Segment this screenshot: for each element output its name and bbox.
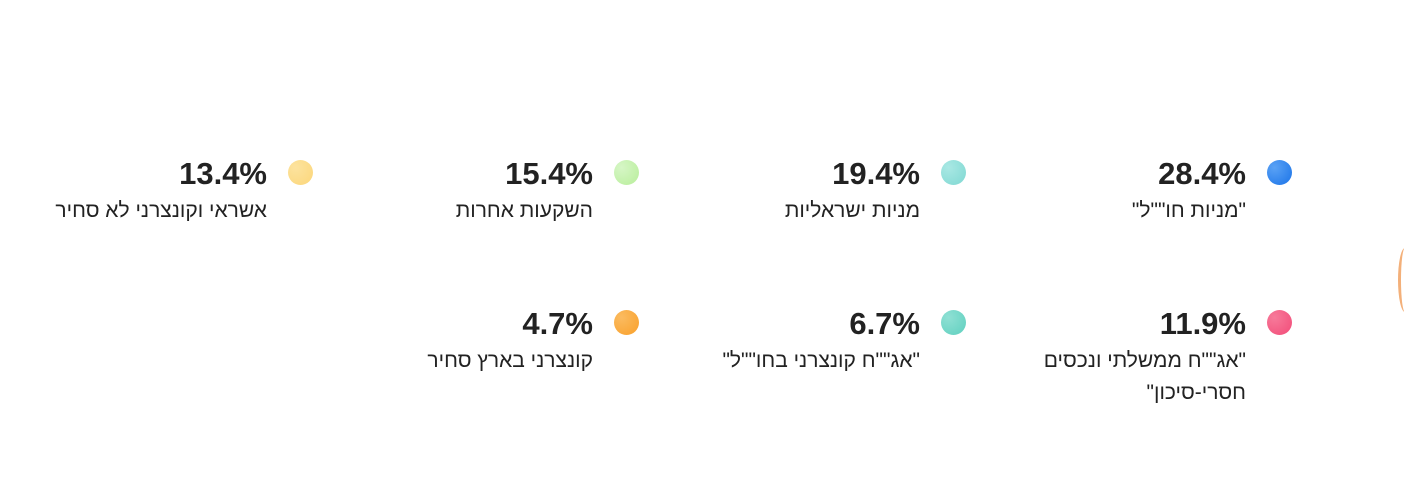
legend-item-gov-bonds: 11.9% "אג""ח ממשלתי ונכסים חסרי-סיכון"	[946, 150, 1292, 404]
legend-label: קונצרני בארץ סחיר	[427, 349, 593, 372]
legend-dot-israeli-stocks	[941, 160, 966, 185]
legend-item-foreign-stocks: 28.4% "מניות חו""ל"	[946, 0, 1292, 222]
legend-item-unlisted-credit: 13.4% אשראי וקונצרני לא סחיר	[0, 0, 313, 222]
legend-label: "אג""ח קונצרני בחו""ל"	[722, 349, 920, 372]
legend-dot-foreign-stocks	[1267, 160, 1292, 185]
legend-value: 28.4%	[1158, 156, 1246, 191]
legend-label: אשראי וקונצרני לא סחיר	[55, 199, 267, 222]
legend-label: "מניות חו""ל"	[1131, 199, 1246, 222]
legend-value: 15.4%	[505, 156, 593, 191]
legend-item-listed-local-corp: 4.7% קונצרני בארץ סחיר	[293, 150, 639, 372]
legend-dot-listed-local-corp	[614, 310, 639, 335]
legend-dot-gov-bonds	[1267, 310, 1292, 335]
legend-label: "אג""ח ממשלתי ונכסים חסרי-סיכון"	[1043, 349, 1246, 404]
legend-value: 11.9%	[1159, 306, 1246, 341]
legend-item-foreign-corp-bonds: 6.7% "אג""ח קונצרני בחו""ל"	[620, 150, 966, 372]
legend-dot-other-investments	[614, 160, 639, 185]
legend-value: 19.4%	[832, 156, 920, 191]
legend-item-other-investments: 15.4% השקעות אחרות	[293, 0, 639, 222]
legend-dot-unlisted-credit	[288, 160, 313, 185]
legend-label: השקעות אחרות	[455, 199, 593, 222]
legend-dot-foreign-corp-bonds	[941, 310, 966, 335]
legend-label: מניות ישראליות	[784, 199, 920, 222]
pie-chart-edge	[1398, 248, 1404, 312]
legend-item-israeli-stocks: 19.4% מניות ישראליות	[620, 0, 966, 222]
legend-value: 13.4%	[179, 156, 267, 191]
legend-value: 4.7%	[522, 306, 593, 341]
legend-value: 6.7%	[849, 306, 920, 341]
